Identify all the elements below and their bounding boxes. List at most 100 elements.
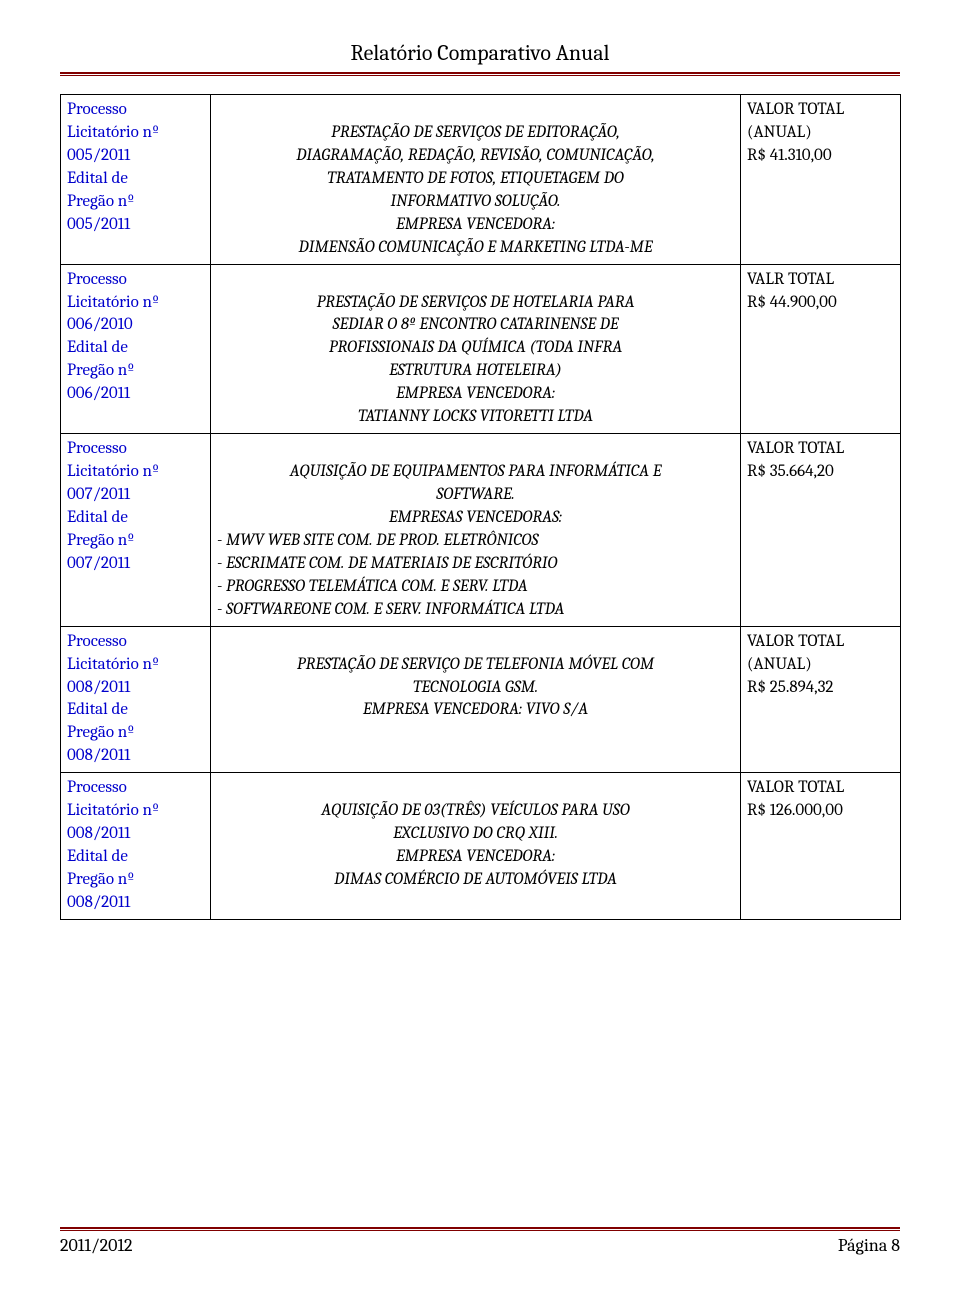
process-id-line: Edital de — [67, 507, 204, 530]
value-line: R$ 44.900,00 — [747, 292, 894, 315]
value-cell: VALR TOTALR$ 44.900,00 — [741, 264, 901, 434]
page-footer: 2011/2012 Página 8 — [60, 1227, 900, 1256]
process-id-line: 007/2011 — [67, 484, 204, 507]
process-id-line: Pregão nº — [67, 530, 204, 553]
description-line: TATIANNY LOCKS VITORETTI LTDA — [217, 406, 734, 429]
process-id-cell: ProcessoLicitatório nº006/2010Edital deP… — [61, 264, 211, 434]
description-line: INFORMATIVO SOLUÇÃO. — [217, 191, 734, 214]
description-line: PRESTAÇÃO DE SERVIÇO DE TELEFONIA MÓVEL … — [217, 654, 734, 677]
process-id-line: Processo — [67, 269, 204, 292]
description-list-item: - MWV WEB SITE COM. DE PROD. ELETRÔNICOS — [217, 530, 734, 553]
description-line: AQUISIÇÃO DE 03(TRÊS) VEÍCULOS PARA USO — [217, 800, 734, 823]
process-id-line: Pregão nº — [67, 869, 204, 892]
process-id-line: Edital de — [67, 168, 204, 191]
process-id-line: Processo — [67, 777, 204, 800]
value-line: VALOR TOTAL — [747, 438, 894, 461]
title-underline — [60, 72, 900, 76]
description-cell: AQUISIÇÃO DE EQUIPAMENTOS PARA INFORMÁTI… — [211, 434, 741, 627]
process-id-line: Licitatório nº — [67, 461, 204, 484]
description-line: TECNOLOGIA GSM. — [217, 677, 734, 700]
table-row: ProcessoLicitatório nº007/2011Edital deP… — [61, 434, 901, 627]
process-id-line: Licitatório nº — [67, 800, 204, 823]
description-line: EXCLUSIVO DO CRQ XIII. — [217, 823, 734, 846]
description-line: EMPRESA VENCEDORA: — [217, 846, 734, 869]
process-id-line: 008/2011 — [67, 892, 204, 915]
value-line: VALOR TOTAL — [747, 99, 894, 122]
table-row: ProcessoLicitatório nº006/2010Edital deP… — [61, 264, 901, 434]
description-cell: PRESTAÇÃO DE SERVIÇOS DE HOTELARIA PARAS… — [211, 264, 741, 434]
process-id-line: Licitatório nº — [67, 654, 204, 677]
description-line: DIAGRAMAÇÃO, REDAÇÃO, REVISÃO, COMUNICAÇ… — [217, 145, 734, 168]
table-row: ProcessoLicitatório nº008/2011Edital deP… — [61, 626, 901, 773]
process-id-cell: ProcessoLicitatório nº007/2011Edital deP… — [61, 434, 211, 627]
value-line: R$ 35.664,20 — [747, 461, 894, 484]
value-cell: VALOR TOTAL(ANUAL)R$ 25.894,32 — [741, 626, 901, 773]
footer-line — [60, 1227, 900, 1231]
description-line: PROFISSIONAIS DA QUÍMICA (TODA INFRA — [217, 337, 734, 360]
spacer — [217, 99, 734, 122]
table-row: ProcessoLicitatório nº008/2011Edital deP… — [61, 773, 901, 920]
process-id-line: Processo — [67, 99, 204, 122]
description-line: SOFTWARE. — [217, 484, 734, 507]
process-id-line: 008/2011 — [67, 745, 204, 768]
description-line: PRESTAÇÃO DE SERVIÇOS DE EDITORAÇÃO, — [217, 122, 734, 145]
description-line: AQUISIÇÃO DE EQUIPAMENTOS PARA INFORMÁTI… — [217, 461, 734, 484]
process-id-line: Licitatório nº — [67, 292, 204, 315]
process-id-line: Pregão nº — [67, 191, 204, 214]
process-id-line: Processo — [67, 438, 204, 461]
description-line: ESTRUTURA HOTELEIRA) — [217, 360, 734, 383]
report-table: ProcessoLicitatório nº005/2011Edital deP… — [60, 94, 901, 920]
process-id-cell: ProcessoLicitatório nº005/2011Edital deP… — [61, 95, 211, 265]
process-id-line: Processo — [67, 631, 204, 654]
value-line: VALR TOTAL — [747, 269, 894, 292]
description-line: PRESTAÇÃO DE SERVIÇOS DE HOTELARIA PARA — [217, 292, 734, 315]
value-line: VALOR TOTAL — [747, 777, 894, 800]
description-line: DIMAS COMÉRCIO DE AUTOMÓVEIS LTDA — [217, 869, 734, 892]
value-line: R$ 126.000,00 — [747, 800, 894, 823]
value-line: R$ 41.310,00 — [747, 145, 894, 168]
description-line: EMPRESA VENCEDORA: — [217, 383, 734, 406]
description-line: TRATAMENTO DE FOTOS, ETIQUETAGEM DO — [217, 168, 734, 191]
page-title: Relatório Comparativo Anual — [60, 40, 900, 66]
value-line: (ANUAL) — [747, 654, 894, 677]
description-list-item: - SOFTWAREONE COM. E SERV. INFORMÁTICA L… — [217, 599, 734, 622]
footer-left: 2011/2012 — [60, 1235, 132, 1256]
process-id-line: 006/2010 — [67, 314, 204, 337]
process-id-line: Pregão nº — [67, 360, 204, 383]
description-line: DIMENSÃO COMUNICAÇÃO E MARKETING LTDA-ME — [217, 237, 734, 260]
spacer — [217, 777, 734, 800]
value-line: (ANUAL) — [747, 122, 894, 145]
description-list-item: - ESCRIMATE COM. DE MATERIAIS DE ESCRITÓ… — [217, 553, 734, 576]
description-line: EMPRESA VENCEDORA: VIVO S/A — [217, 699, 734, 722]
value-line: VALOR TOTAL — [747, 631, 894, 654]
process-id-line: 006/2011 — [67, 383, 204, 406]
description-line: SEDIAR O 8º ENCONTRO CATARINENSE DE — [217, 314, 734, 337]
process-id-line: Edital de — [67, 699, 204, 722]
process-id-line: 008/2011 — [67, 823, 204, 846]
process-id-line: Licitatório nº — [67, 122, 204, 145]
description-line: EMPRESA VENCEDORA: — [217, 214, 734, 237]
spacer — [217, 438, 734, 461]
process-id-cell: ProcessoLicitatório nº008/2011Edital deP… — [61, 773, 211, 920]
spacer — [217, 269, 734, 292]
process-id-line: 005/2011 — [67, 214, 204, 237]
value-cell: VALOR TOTALR$ 35.664,20 — [741, 434, 901, 627]
process-id-line: 005/2011 — [67, 145, 204, 168]
description-cell: AQUISIÇÃO DE 03(TRÊS) VEÍCULOS PARA USOE… — [211, 773, 741, 920]
value-cell: VALOR TOTALR$ 126.000,00 — [741, 773, 901, 920]
process-id-line: 007/2011 — [67, 553, 204, 576]
process-id-line: Edital de — [67, 337, 204, 360]
value-line: R$ 25.894,32 — [747, 677, 894, 700]
description-line: EMPRESAS VENCEDORAS: — [217, 507, 734, 530]
value-cell: VALOR TOTAL(ANUAL)R$ 41.310,00 — [741, 95, 901, 265]
process-id-line: 008/2011 — [67, 677, 204, 700]
table-row: ProcessoLicitatório nº005/2011Edital deP… — [61, 95, 901, 265]
footer-right: Página 8 — [838, 1235, 900, 1256]
spacer — [217, 631, 734, 654]
description-list-item: - PROGRESSO TELEMÁTICA COM. E SERV. LTDA — [217, 576, 734, 599]
process-id-line: Edital de — [67, 846, 204, 869]
description-cell: PRESTAÇÃO DE SERVIÇOS DE EDITORAÇÃO,DIAG… — [211, 95, 741, 265]
process-id-cell: ProcessoLicitatório nº008/2011Edital deP… — [61, 626, 211, 773]
description-cell: PRESTAÇÃO DE SERVIÇO DE TELEFONIA MÓVEL … — [211, 626, 741, 773]
process-id-line: Pregão nº — [67, 722, 204, 745]
